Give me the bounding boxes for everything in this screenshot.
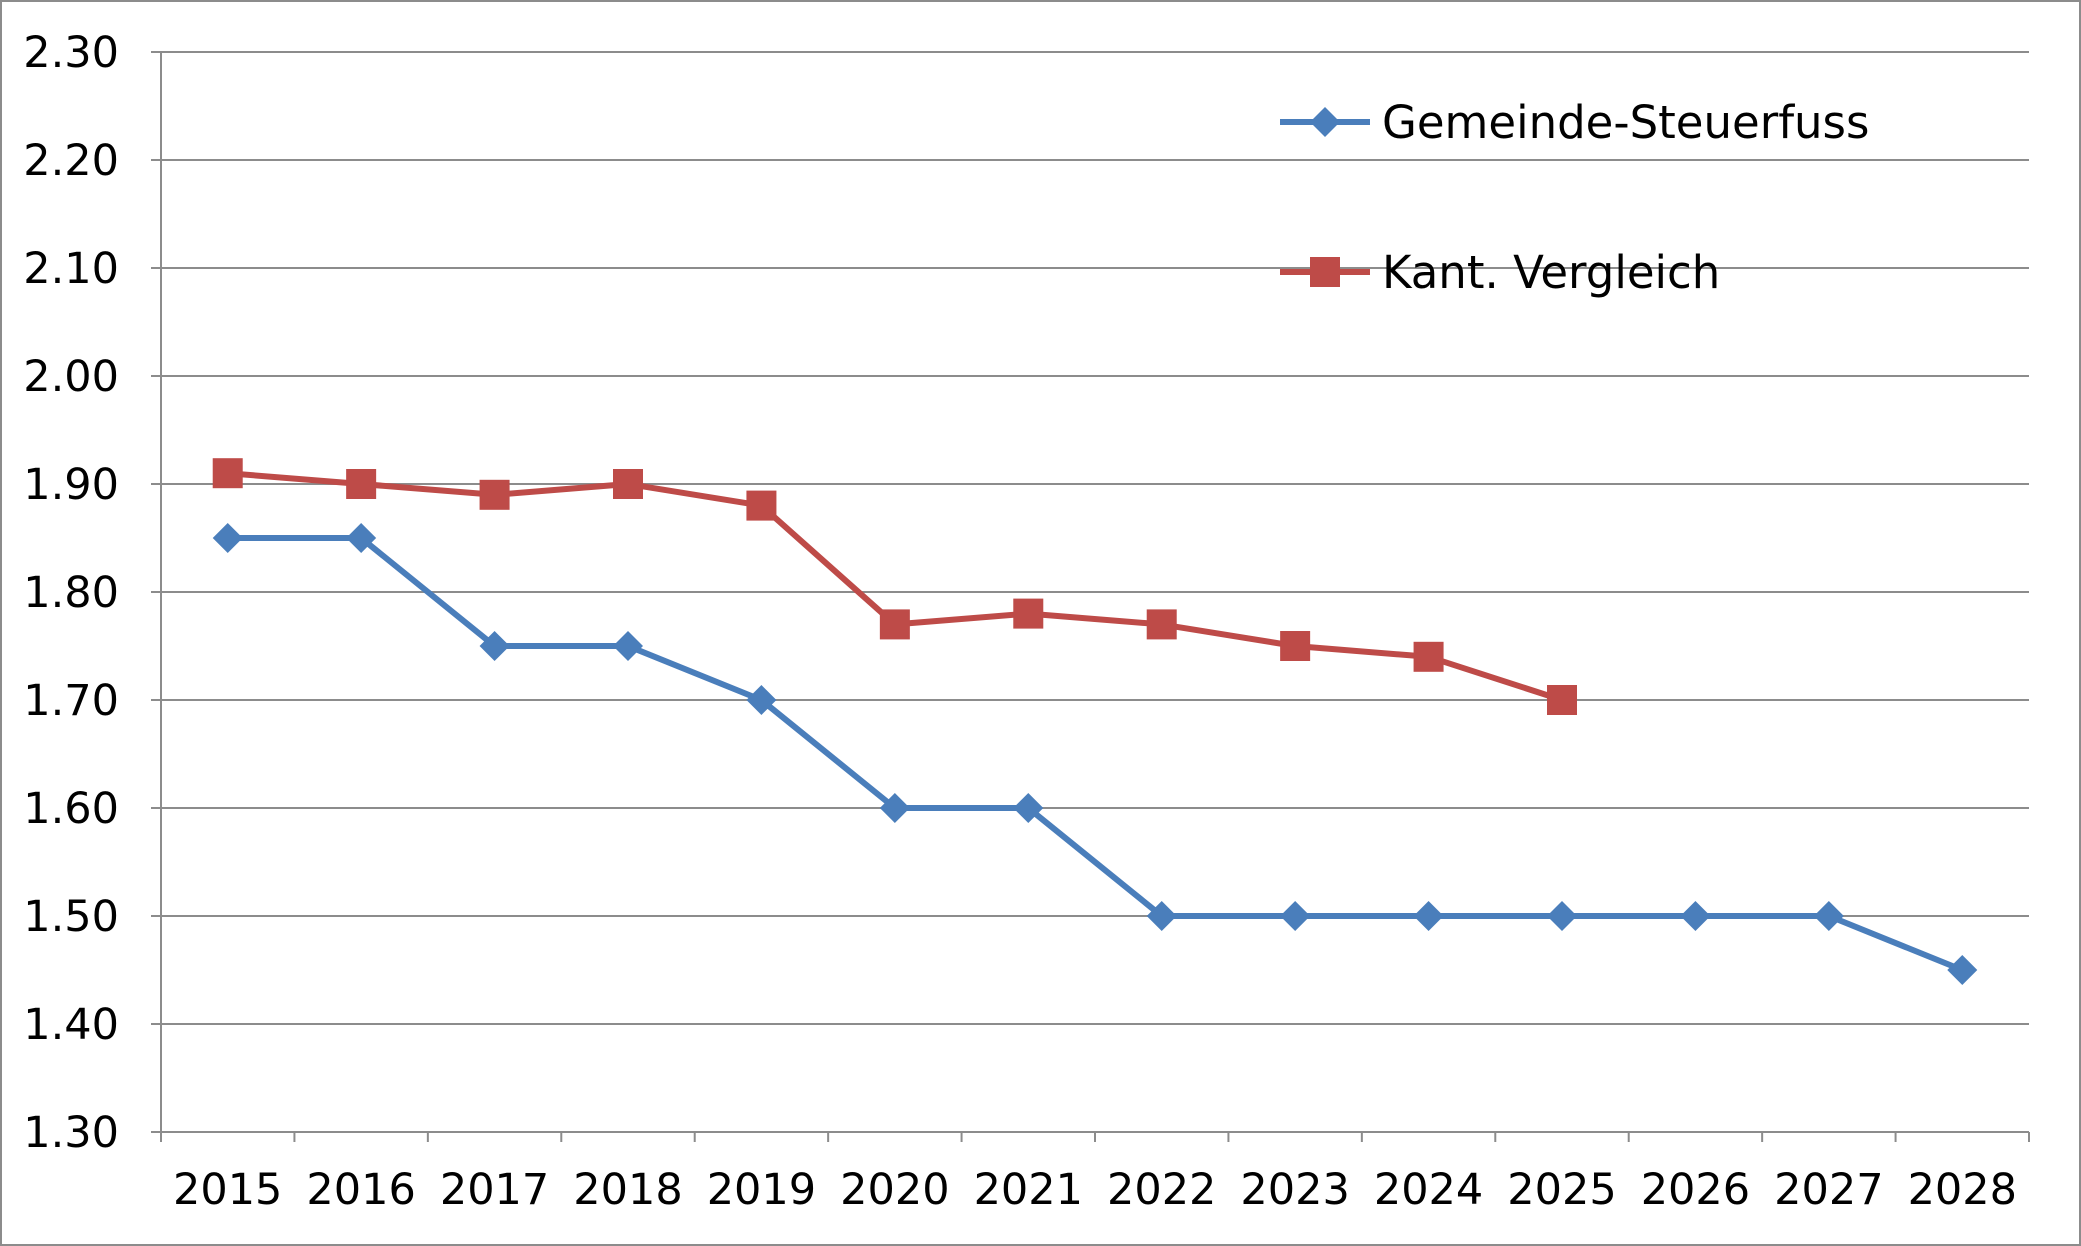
data-point	[1413, 901, 1444, 931]
data-point	[1013, 793, 1044, 823]
data-point	[613, 631, 643, 661]
data-point	[613, 469, 643, 499]
x-tick-label: 2027	[1774, 1165, 1883, 1215]
y-tick-label: 2.00	[23, 352, 119, 402]
data-point	[1547, 685, 1577, 715]
data-point	[479, 631, 510, 661]
x-tick-label: 2023	[1240, 1165, 1349, 1215]
data-point	[346, 523, 377, 553]
legend: Gemeinde-Steuerfuss Kant. Vergleich	[1280, 96, 1869, 299]
series-line	[227, 535, 1964, 973]
x-tick-label: 2019	[707, 1165, 816, 1215]
y-tick-label: 1.40	[23, 1000, 119, 1050]
y-tick-label: 1.30	[23, 1108, 119, 1158]
y-tick-label: 2.30	[23, 28, 119, 78]
series-kant-vergleich	[212, 458, 1577, 715]
x-tick-label: 2025	[1507, 1165, 1616, 1215]
data-point	[746, 490, 777, 521]
data-point	[212, 458, 243, 489]
series-gemeinde-steuerfuss	[212, 523, 1978, 985]
data-point	[1146, 901, 1177, 931]
y-tick-label: 1.50	[23, 892, 119, 942]
gridlines	[161, 51, 2029, 1025]
x-tick-label: 2016	[306, 1165, 415, 1215]
data-point	[879, 793, 910, 823]
x-tick-label: 2015	[173, 1165, 282, 1215]
y-tick-label: 1.90	[23, 460, 119, 510]
data-point	[346, 469, 377, 499]
x-tick-label: 2021	[974, 1165, 1083, 1215]
data-point	[1013, 598, 1044, 629]
y-tick-label: 1.80	[23, 568, 119, 618]
x-tick-label: 2026	[1641, 1165, 1750, 1215]
data-point	[1280, 901, 1311, 931]
y-tick-label: 1.70	[23, 676, 119, 726]
data-point	[1680, 901, 1711, 931]
series-line	[227, 470, 1563, 703]
data-point	[1547, 901, 1577, 931]
x-axis: 2015 2016 2017 2018 2019 2020 2021 2022 2023 2024…	[160, 1131, 2030, 1215]
x-tick-label: 2020	[840, 1165, 949, 1215]
x-tick-label: 2028	[1908, 1165, 2017, 1215]
x-tick-label: 2017	[440, 1165, 549, 1215]
data-point	[1947, 955, 1978, 985]
legend-item: Kant. Vergleich	[1280, 246, 1720, 299]
legend-label: Gemeinde-Steuerfuss	[1382, 96, 1869, 149]
y-tick-label: 1.60	[23, 784, 119, 834]
data-point	[479, 479, 510, 510]
y-tick-label: 2.20	[23, 136, 119, 186]
y-axis: 1.30 1.40 1.50 1.60 1.70 1.80 1.90 2.00 2.10 2.20…	[23, 28, 162, 1158]
data-point	[1413, 641, 1444, 672]
data-point	[212, 523, 243, 553]
series-layer	[212, 458, 1978, 985]
y-tick-label: 2.10	[23, 244, 119, 294]
data-point	[1280, 631, 1311, 661]
legend-label: Kant. Vergleich	[1382, 246, 1720, 299]
x-tick-label: 2024	[1374, 1165, 1483, 1215]
data-point	[746, 685, 777, 715]
data-point	[1146, 609, 1177, 640]
x-tick-label: 2018	[573, 1165, 682, 1215]
legend-swatch-marker	[1310, 107, 1340, 137]
legend-swatch-marker	[1310, 257, 1340, 287]
data-point	[879, 609, 910, 640]
data-point	[1813, 901, 1844, 931]
x-tick-label: 2022	[1107, 1165, 1216, 1215]
legend-item: Gemeinde-Steuerfuss	[1280, 96, 1869, 149]
